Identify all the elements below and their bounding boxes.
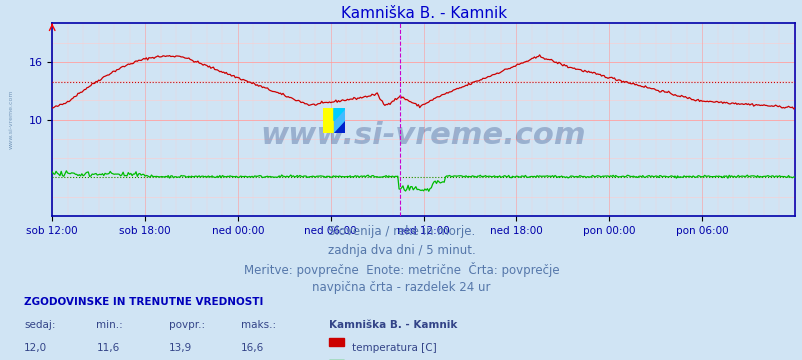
Text: www.si-vreme.com: www.si-vreme.com [261, 121, 585, 150]
Text: navpična črta - razdelek 24 ur: navpična črta - razdelek 24 ur [312, 281, 490, 294]
Text: Meritve: povprečne  Enote: metrične  Črta: povprečje: Meritve: povprečne Enote: metrične Črta:… [243, 262, 559, 278]
Text: sedaj:: sedaj: [24, 320, 55, 330]
Polygon shape [334, 108, 345, 121]
Text: www.si-vreme.com: www.si-vreme.com [9, 90, 14, 149]
Text: 13,9: 13,9 [168, 343, 192, 353]
Text: Slovenija / reke in morje.: Slovenija / reke in morje. [327, 225, 475, 238]
Text: 12,0: 12,0 [24, 343, 47, 353]
Text: Kamniška B. - Kamnik: Kamniška B. - Kamnik [329, 320, 457, 330]
Title: Kamniška B. - Kamnik: Kamniška B. - Kamnik [340, 6, 506, 21]
Bar [322, 108, 334, 133]
Text: 16,6: 16,6 [241, 343, 264, 353]
Text: zadnja dva dni / 5 minut.: zadnja dva dni / 5 minut. [327, 244, 475, 257]
Text: temperatura [C]: temperatura [C] [351, 343, 436, 353]
Text: min.:: min.: [96, 320, 123, 330]
Text: ZGODOVINSKE IN TRENUTNE VREDNOSTI: ZGODOVINSKE IN TRENUTNE VREDNOSTI [24, 297, 263, 307]
Text: maks.:: maks.: [241, 320, 276, 330]
Polygon shape [334, 108, 345, 133]
Text: povpr.:: povpr.: [168, 320, 205, 330]
Polygon shape [334, 121, 345, 133]
Text: 11,6: 11,6 [96, 343, 119, 353]
